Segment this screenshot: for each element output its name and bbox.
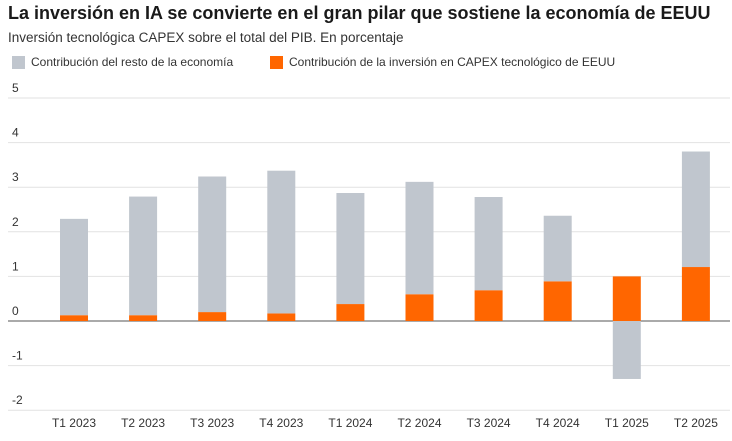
x-tick-label: T1 2024 bbox=[328, 416, 372, 430]
bar-rest bbox=[543, 215, 572, 282]
y-tick-label: -1 bbox=[12, 349, 23, 363]
bar-rest bbox=[474, 197, 503, 291]
bar-capex bbox=[336, 304, 365, 321]
legend-item-rest: Contribución del resto de la economía bbox=[12, 55, 270, 69]
x-tick-label: T4 2024 bbox=[536, 416, 580, 430]
legend: Contribución del resto de la economía Co… bbox=[12, 55, 615, 69]
bar-capex bbox=[681, 267, 710, 321]
x-tick-label: T2 2025 bbox=[674, 416, 718, 430]
bar-capex bbox=[60, 315, 88, 321]
bar-rest bbox=[681, 151, 710, 268]
bar-rest bbox=[267, 170, 296, 314]
x-tick-label: T3 2023 bbox=[190, 416, 234, 430]
x-tick-label: T4 2023 bbox=[259, 416, 303, 430]
legend-label: Contribución de la inversión en CAPEX te… bbox=[289, 55, 616, 69]
legend-swatch-gray bbox=[12, 55, 25, 69]
y-tick-label: -2 bbox=[12, 393, 23, 407]
bar-rest bbox=[198, 176, 227, 313]
x-tick-label: T2 2024 bbox=[397, 416, 441, 430]
chart-subtitle: Inversión tecnológica CAPEX sobre el tot… bbox=[8, 30, 404, 45]
y-tick-label: 2 bbox=[12, 215, 19, 229]
bar-capex bbox=[612, 276, 641, 321]
x-tick-label: T3 2024 bbox=[467, 416, 511, 430]
y-tick-label: 1 bbox=[12, 259, 19, 273]
bar-capex bbox=[405, 294, 434, 321]
bar-capex bbox=[543, 281, 572, 321]
y-tick-label: 4 bbox=[12, 126, 19, 140]
x-tick-label: T2 2023 bbox=[121, 416, 165, 430]
legend-item-capex: Contribución de la inversión en CAPEX te… bbox=[270, 55, 615, 69]
bar-capex bbox=[129, 315, 158, 321]
bar-capex bbox=[267, 313, 296, 321]
y-tick-label: 0 bbox=[12, 304, 19, 318]
legend-label: Contribución del resto de la economía bbox=[31, 55, 234, 69]
bar-rest bbox=[129, 196, 158, 316]
bar-rest bbox=[60, 218, 88, 316]
bar-capex bbox=[198, 312, 227, 321]
bar-rest bbox=[405, 181, 434, 295]
bar-capex bbox=[474, 290, 503, 321]
y-tick-label: 5 bbox=[12, 81, 19, 95]
y-tick-label: 3 bbox=[12, 170, 19, 184]
bar-rest bbox=[336, 192, 365, 305]
chart-title: La inversión en IA se convierte en el gr… bbox=[8, 3, 711, 23]
legend-swatch-orange bbox=[270, 55, 283, 69]
x-tick-label: T1 2025 bbox=[605, 416, 649, 430]
x-tick-label: T1 2023 bbox=[52, 416, 96, 430]
bar-rest bbox=[612, 321, 641, 379]
